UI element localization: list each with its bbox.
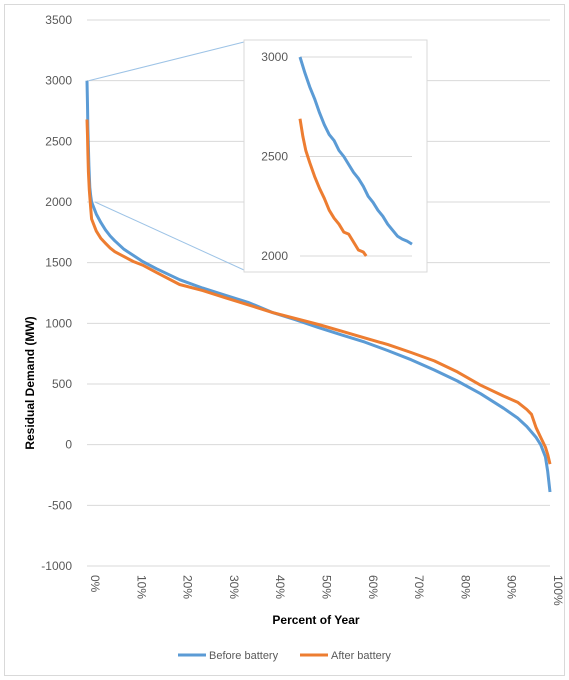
x-tick-0: 0% [88, 575, 102, 593]
y-tick-3000: 3000 [45, 74, 72, 88]
series-line-after-battery [85, 119, 552, 465]
x-tick-60: 60% [366, 575, 380, 599]
x-tick-80: 80% [458, 575, 472, 599]
legend: Before battery After battery [178, 650, 391, 662]
x-axis-title: Percent of Year [272, 613, 359, 627]
y-tick-500: 500 [52, 377, 72, 391]
x-tick-90: 90% [505, 575, 519, 599]
y-tick-1000: 1000 [45, 316, 72, 330]
x-tick-50: 50% [320, 575, 334, 599]
y-tick-1000: -1000 [41, 559, 72, 573]
x-tick-30: 30% [227, 575, 241, 599]
y-axis-title: Residual Demand (MW) [23, 316, 37, 449]
main-series-lines [85, 80, 552, 493]
x-tick-100: 100% [551, 575, 565, 606]
x-tick-70: 70% [412, 575, 426, 599]
zoom-connector-lines [88, 41, 245, 271]
inset-y-tick-labels: 3000 2500 2000 [261, 50, 288, 263]
legend-label-before-battery: Before battery [209, 650, 279, 662]
y-tick-0: 0 [65, 438, 72, 452]
inset-series-line-after-battery [298, 118, 368, 257]
main-gridlines [87, 19, 550, 567]
x-tick-20: 20% [181, 575, 195, 599]
inset-series-lines [298, 56, 413, 257]
inset-zoom-chart: 3000 2500 2000 [243, 39, 428, 273]
y-tick-2500: 2500 [45, 134, 72, 148]
inset-y-tick-2000: 2000 [261, 249, 288, 263]
x-tick-labels: 0% 10% 20% 30% 40% 50% 60% 70% 80% 90% 100% [88, 575, 565, 606]
zoom-connector-bottom [94, 201, 245, 271]
y-tick-2000: 2000 [45, 195, 72, 209]
y-tick-labels: 3500 3000 2500 2000 1500 1000 500 0 -500 -1000 [41, 13, 72, 573]
inset-series-line-before-battery [298, 56, 413, 246]
series-line-before-battery [85, 80, 552, 493]
zoom-connector-top [88, 41, 245, 82]
y-tick-500: -500 [48, 498, 72, 512]
x-tick-10: 10% [134, 575, 148, 599]
legend-label-after-battery: After battery [331, 650, 391, 662]
y-tick-3500: 3500 [45, 13, 72, 27]
x-tick-40: 40% [273, 575, 287, 599]
inset-y-tick-3000: 3000 [261, 50, 288, 64]
inset-y-tick-2500: 2500 [261, 150, 288, 164]
inset-gridlines [300, 56, 412, 257]
y-tick-1500: 1500 [45, 256, 72, 270]
